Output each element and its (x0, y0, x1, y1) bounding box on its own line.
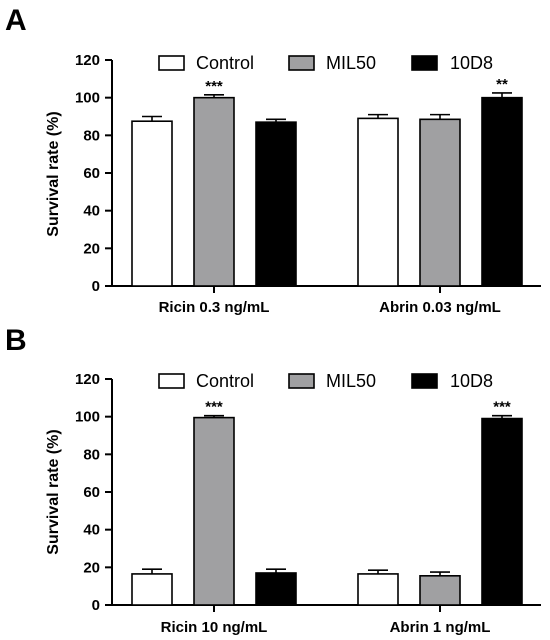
significance-marker: ** (496, 76, 508, 93)
y-tick-label: 80 (83, 446, 100, 463)
y-tick-label: 20 (83, 240, 100, 257)
bar-10d8-1 (255, 121, 297, 287)
x-category-label: Ricin 10 ng/mL (161, 619, 268, 636)
y-tick-label: 120 (75, 52, 100, 69)
legend-label-mil50: MIL50 (326, 371, 376, 391)
panel-letter: A (5, 4, 27, 37)
bar-10d8-2 (481, 417, 523, 606)
legend-swatch-mil50 (288, 55, 315, 71)
y-tick-label: 120 (75, 371, 100, 388)
y-axis-title: Survival rate (%) (45, 429, 62, 554)
x-category-label: Abrin 1 ng/mL (390, 619, 491, 636)
bar-mil50-1 (193, 96, 235, 287)
y-axis-title: Survival rate (%) (45, 111, 62, 236)
y-tick-label: 60 (83, 484, 100, 501)
y-tick-label: 0 (92, 278, 100, 295)
legend-label-mil50: MIL50 (326, 53, 376, 73)
bar-10d8-1 (255, 572, 297, 606)
legend-swatch-10d8 (411, 373, 438, 389)
legend-label-control: Control (196, 53, 254, 73)
y-tick-label: 40 (83, 203, 100, 220)
bar-control-1 (131, 120, 173, 287)
panel-letter: B (5, 324, 27, 357)
bar-10d8-2 (481, 96, 523, 287)
legend-swatch-10d8 (411, 55, 438, 71)
y-tick-label: 0 (92, 597, 100, 614)
significance-marker: *** (205, 78, 223, 95)
bar-mil50-2 (419, 118, 461, 287)
y-tick-label: 100 (75, 409, 100, 426)
significance-marker: *** (493, 399, 511, 416)
legend-swatch-control (158, 373, 185, 389)
legend-label-10d8: 10D8 (450, 371, 493, 391)
bar-mil50-2 (419, 575, 461, 606)
y-tick-label: 100 (75, 90, 100, 107)
legend-swatch-mil50 (288, 373, 315, 389)
chart-panel-b: B 0 20 40 60 80 100 120 Survival rate (%) Ricin 1… (5, 324, 541, 636)
chart-panel-a: A 0 20 40 60 80 100 120 Survival rate (%) Ricin 0… (5, 4, 541, 316)
y-tick-label: 80 (83, 127, 100, 144)
bar-mil50-1 (193, 416, 235, 606)
y-tick-label: 40 (83, 522, 100, 539)
x-category-label: Ricin 0.3 ng/mL (159, 299, 270, 316)
bar-control-2 (357, 117, 399, 287)
bar-control-1 (131, 573, 173, 606)
legend-label-control: Control (196, 371, 254, 391)
legend-label-10d8: 10D8 (450, 53, 493, 73)
y-tick-label: 60 (83, 165, 100, 182)
legend-swatch-control (158, 55, 185, 71)
significance-marker: *** (205, 399, 223, 416)
y-tick-label: 20 (83, 559, 100, 576)
bar-control-2 (357, 573, 399, 606)
x-category-label: Abrin 0.03 ng/mL (379, 299, 501, 316)
